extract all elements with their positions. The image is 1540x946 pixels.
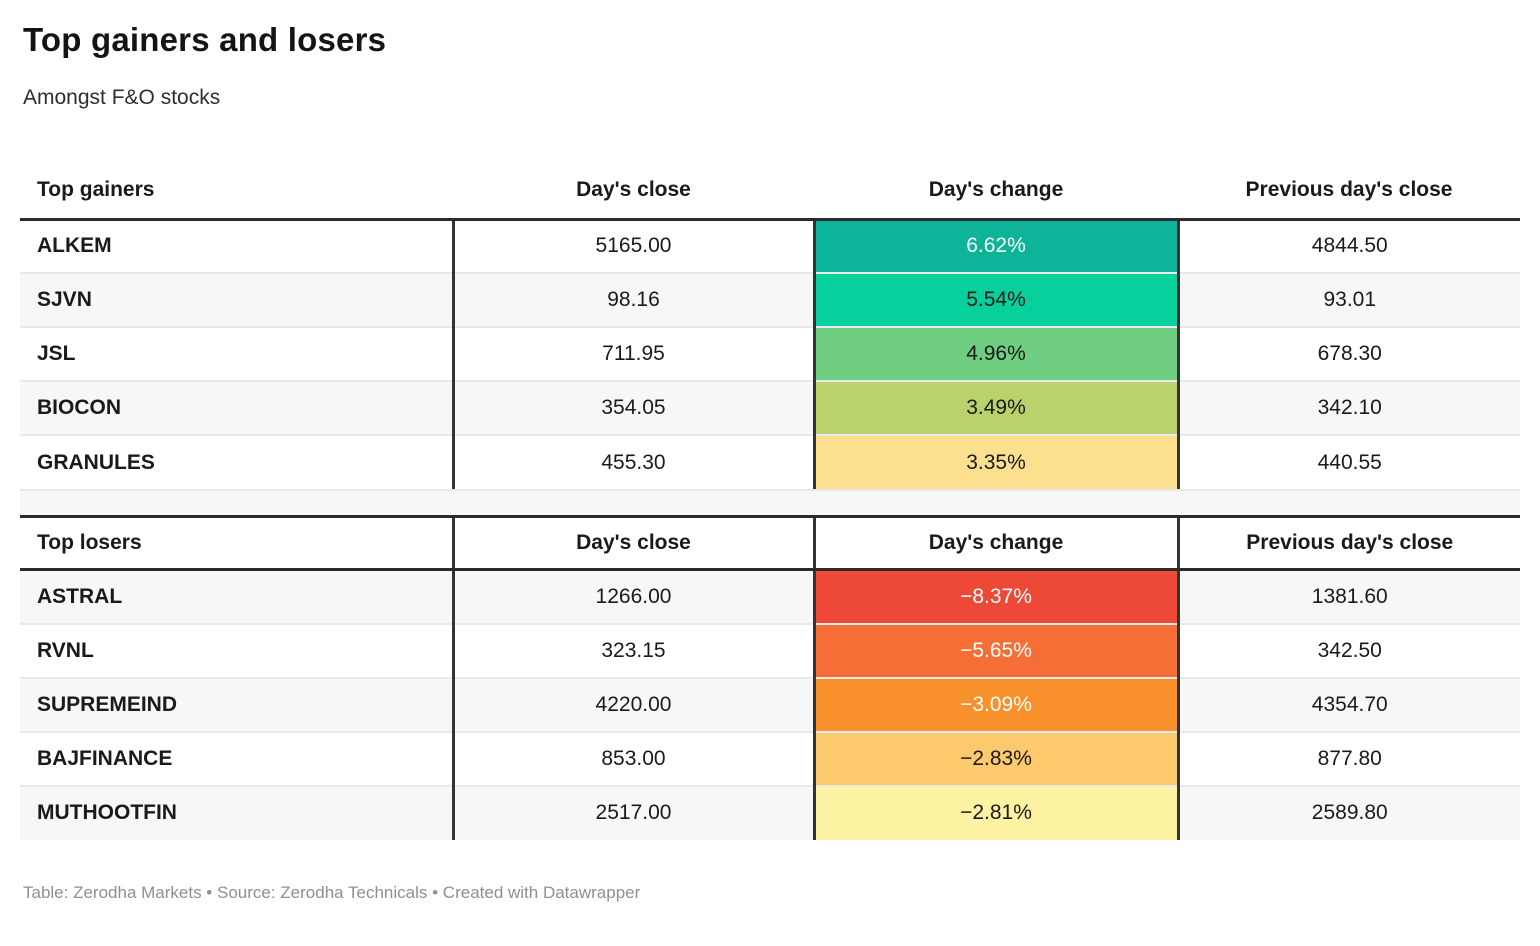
stock-name-cell: SJVN [20,272,453,327]
days-close-cell: 4220.00 [451,676,814,732]
prev-close-cell: 93.01 [1176,272,1520,327]
stock-name-cell: BAJFINANCE [20,730,453,786]
days-change-cell: −2.83% [812,730,1178,786]
gainers-table: Top gainers Day's close Day's change Previo… [20,163,1520,489]
prev-close-cell: 1381.60 [1176,569,1520,624]
column-header-losers-1: Day's close [451,515,814,571]
prev-close-cell: 4354.70 [1176,676,1520,732]
column-header-losers-3: Previous day's close [1176,515,1520,571]
column-header-gainers-0: Top gainers [20,163,453,221]
stock-name-cell: GRANULES [20,434,453,489]
table-row: ALKEM 5165.00 6.62% 4844.50 [20,219,1520,273]
prev-close-cell: 2589.80 [1176,784,1520,840]
days-close-cell: 354.05 [451,380,814,435]
table-row: SJVN 98.16 5.54% 93.01 [20,272,1520,327]
column-header-losers-2: Day's change [812,515,1178,571]
days-change-cell: 5.54% [812,272,1178,327]
days-change-cell: 4.96% [812,326,1178,381]
column-header-gainers-1: Day's close [453,163,814,221]
table-row: GRANULES 455.30 3.35% 440.55 [20,434,1520,489]
column-header-gainers-2: Day's change [814,163,1178,221]
stock-name-cell: ALKEM [37,234,112,258]
page-title: Top gainers and losers [23,21,387,58]
stock-name-cell: JSL [20,326,453,381]
prev-close-cell: 678.30 [1176,326,1520,381]
table-row: RVNL 323.15 −5.65% 342.50 [20,622,1520,678]
spacer-row [20,489,1520,515]
page-subtitle: Amongst F&O stocks [23,86,221,109]
days-change-cell: −2.81% [812,784,1178,840]
stock-name-cell: BIOCON [20,380,453,435]
gainers-losers-table: Top gainers Day's close Day's change Previo… [20,163,1520,840]
prev-close-cell: 4844.50 [1176,219,1520,273]
days-close-cell: 323.15 [451,622,814,678]
days-close-cell: 711.95 [451,326,814,381]
days-change-cell: 3.35% [812,434,1178,489]
stock-name-cell: SUPREMEIND [20,676,453,732]
losers-body: ASTRAL 1266.00 −8.37% 1381.60 RVNL 323.15 −5.6… [20,569,1520,840]
stock-name-cell: RVNL [20,622,453,678]
days-close-cell: 5165.00 [451,219,814,273]
gainers-header-row: Top gainers Day's close Day's change Previo… [20,163,1520,221]
table-row: ASTRAL 1266.00 −8.37% 1381.60 [20,569,1520,624]
footer-attribution: Table: Zerodha Markets • Source: Zerodha… [23,882,641,902]
prev-close-cell: 440.55 [1176,434,1520,489]
column-header-losers-0: Top losers [20,515,453,571]
table-row: BIOCON 354.05 3.49% 342.10 [20,380,1520,435]
table-row: SUPREMEIND 4220.00 −3.09% 4354.70 [20,676,1520,732]
days-change-cell: 3.49% [812,380,1178,435]
losers-header-row: Top losers Day's close Day's change Previou… [20,515,1520,571]
prev-close-cell: 342.10 [1176,380,1520,435]
column-header-gainers-3: Previous day's close [1178,163,1520,221]
gainers-body: ALKEM 5165.00 6.62% 4844.50 SJVN 98.16 5.54% 93… [20,219,1520,489]
table-row: JSL 711.95 4.96% 678.30 [20,326,1520,381]
days-close-cell: 1266.00 [451,569,814,624]
losers-table: Top losers Day's close Day's change Previou… [20,515,1520,840]
days-change-cell: −8.37% [812,569,1178,624]
stock-name-cell: MUTHOOTFIN [20,784,453,840]
days-close-cell: 2517.00 [451,784,814,840]
stock-name-cell: ASTRAL [37,584,123,608]
table-row: BAJFINANCE 853.00 −2.83% 877.80 [20,730,1520,786]
days-close-cell: 455.30 [451,434,814,489]
days-change-cell: −5.65% [812,622,1178,678]
days-close-cell: 853.00 [451,730,814,786]
prev-close-cell: 877.80 [1176,730,1520,786]
days-close-cell: 98.16 [451,272,814,327]
prev-close-cell: 342.50 [1176,622,1520,678]
days-change-cell: −3.09% [812,676,1178,732]
table-row: MUTHOOTFIN 2517.00 −2.81% 2589.80 [20,784,1520,840]
days-change-cell: 6.62% [812,219,1178,273]
